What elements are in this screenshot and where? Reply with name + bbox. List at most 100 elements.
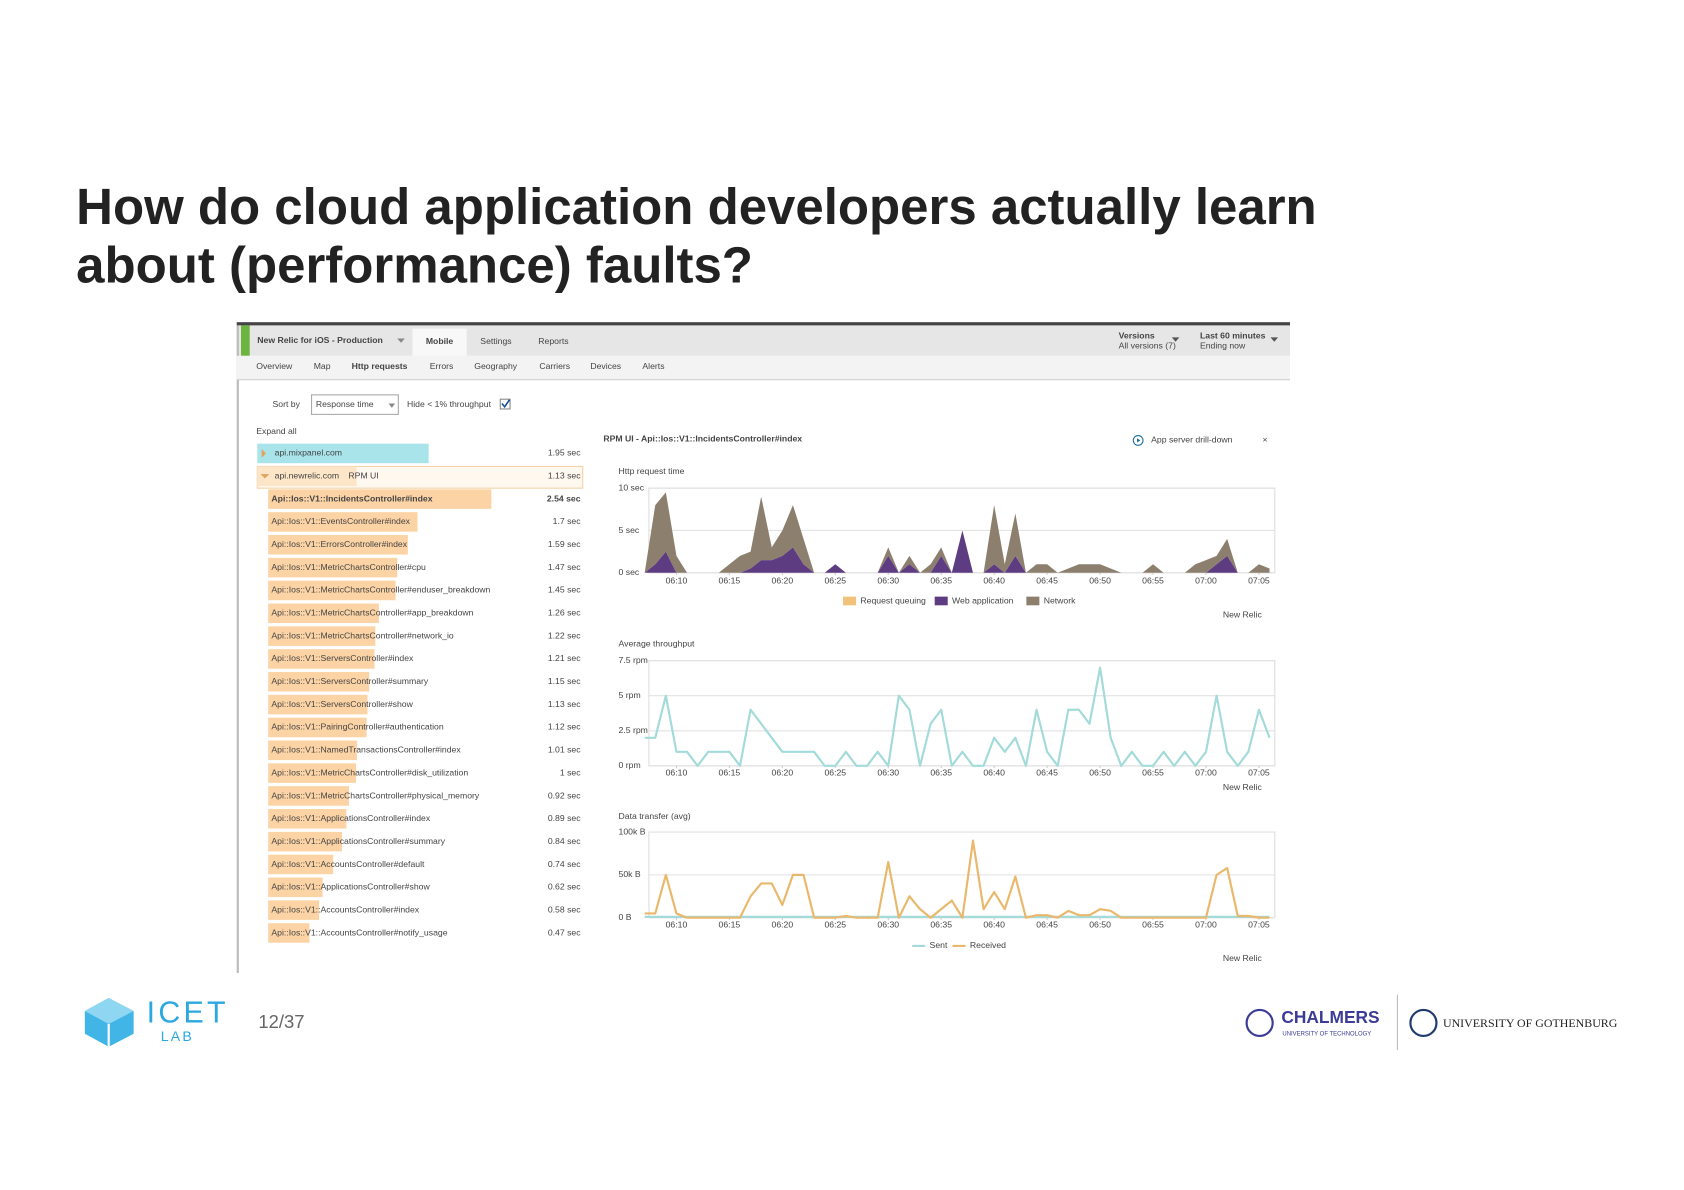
x-tick-label: 06:10: [666, 576, 688, 586]
row-time: 1.22 sec: [548, 630, 581, 640]
x-tick-label: 06:40: [983, 576, 1005, 586]
subnav-item[interactable]: Geography: [474, 361, 518, 371]
time-bar: [268, 672, 370, 692]
tab[interactable]: Mobile: [426, 336, 454, 346]
row-name[interactable]: Api::Ios::V1::MetricChartsController#cpu: [271, 562, 426, 572]
row-name[interactable]: Api::Ios::V1::MetricChartsController#net…: [271, 630, 454, 640]
chart-title: Average throughput: [619, 639, 695, 649]
legend-label: Received: [970, 940, 1006, 950]
row-name[interactable]: Api::Ios::V1::ServersController#index: [271, 653, 414, 663]
drilldown-icon[interactable]: [1132, 434, 1144, 446]
row-name[interactable]: Api::Ios::V1::AccountsController#notify_…: [271, 927, 447, 937]
subnav-item[interactable]: Http requests: [352, 361, 408, 371]
row-name[interactable]: Api::Ios::V1::ServersController#show: [271, 699, 413, 709]
row-name[interactable]: Api::Ios::V1::ApplicationsController#sho…: [271, 882, 430, 892]
row-time: 1.21 sec: [548, 653, 581, 663]
close-button[interactable]: ×: [1263, 435, 1268, 445]
x-tick-label: 06:20: [772, 768, 794, 778]
x-tick-label: 06:20: [772, 920, 794, 930]
subnav-item[interactable]: Devices: [590, 361, 621, 371]
row-time: 1.95 sec: [548, 448, 581, 458]
row-name[interactable]: Api::Ios::V1::MetricChartsController#dis…: [271, 767, 468, 777]
tab[interactable]: Settings: [480, 336, 512, 346]
legend-swatch: [843, 596, 857, 606]
watermark: New Relic: [1223, 953, 1263, 963]
sort-value: Response time: [316, 399, 374, 409]
watermark: New Relic: [1223, 782, 1263, 792]
tab[interactable]: Reports: [538, 336, 569, 346]
subnav-item[interactable]: Carriers: [539, 361, 570, 371]
x-tick-label: 06:50: [1089, 768, 1111, 778]
row-time: 0.92 sec: [548, 790, 581, 800]
active-tab[interactable]: [412, 328, 467, 356]
sort-select[interactable]: [311, 394, 399, 415]
row-time: 1.47 sec: [548, 562, 581, 572]
time-bar: [268, 809, 347, 829]
subnav-item[interactable]: Errors: [430, 361, 454, 371]
row-name[interactable]: Api::Ios::V1::PairingController#authenti…: [271, 722, 443, 732]
row-name[interactable]: Api::Ios::V1::MetricChartsController#app…: [271, 608, 473, 618]
gothenburg-seal: [1409, 1008, 1438, 1038]
row-name[interactable]: Api::Ios::V1::ErrorsController#index: [271, 539, 407, 549]
time-bar: [268, 557, 398, 578]
x-tick-label: 06:10: [666, 920, 688, 930]
row-name[interactable]: Api::Ios::V1::ApplicationsController#ind…: [271, 813, 430, 823]
versions: Versions: [1119, 331, 1155, 341]
frame-left: [236, 325, 239, 974]
row-time: 1.01 sec: [548, 745, 581, 755]
x-tick-label: 07:00: [1195, 576, 1217, 586]
x-tick-label: 06:30: [877, 920, 899, 930]
y-tick-label: 10 sec: [619, 482, 645, 492]
row-time: 1 sec: [560, 767, 581, 777]
expand-all[interactable]: Expand all: [256, 426, 297, 436]
row-name[interactable]: Api::Ios::V1::NamedTransactionsControlle…: [271, 745, 461, 755]
x-tick-label: 06:55: [1142, 576, 1164, 586]
time-bar: [268, 900, 320, 920]
x-tick-label: 06:25: [824, 768, 846, 778]
time-bar: [268, 535, 408, 555]
row-time: 1.15 sec: [548, 676, 581, 686]
x-tick-label: 06:30: [877, 768, 899, 778]
y-tick-label: 0 B: [619, 912, 632, 922]
row-name[interactable]: api.mixpanel.com: [275, 448, 342, 458]
subnav-item[interactable]: Alerts: [642, 361, 665, 371]
row-time: 0.47 sec: [548, 927, 581, 937]
row-time: 1.13 sec: [548, 699, 581, 709]
row-name[interactable]: Api::Ios::V1::EventsController#index: [271, 516, 410, 526]
checkbox[interactable]: [499, 398, 511, 410]
y-tick-label: 0 rpm: [619, 760, 641, 770]
x-tick-label: 07:05: [1248, 576, 1270, 586]
y-tick-label: 50k B: [619, 869, 641, 879]
x-tick-label: 06:55: [1142, 920, 1164, 930]
gothenburg-text: UNIVERSITY OF GOTHENBURG: [1443, 1016, 1618, 1030]
row-name[interactable]: Api::Ios::V1::AccountsController#index: [271, 904, 419, 914]
x-tick-label: 06:40: [983, 768, 1005, 778]
lab-text: LAB: [161, 1028, 194, 1044]
drilldown-link[interactable]: App server drill-down: [1151, 435, 1232, 445]
x-tick-label: 06:10: [666, 768, 688, 778]
row-tag: RPM UI: [348, 471, 378, 481]
row-time: 1.26 sec: [548, 608, 581, 618]
row-time: 0.84 sec: [548, 836, 581, 846]
sort-label: Sort by: [272, 399, 300, 409]
checkmark: [501, 399, 511, 409]
row-name[interactable]: Api::Ios::V1::ServersController#summary: [271, 676, 428, 686]
row-time: 0.74 sec: [548, 859, 581, 869]
dropdown-arrow[interactable]: [397, 338, 405, 343]
row-name[interactable]: Api::Ios::V1::MetricChartsController#end…: [271, 585, 490, 595]
dropdown-arrow[interactable]: [1270, 337, 1279, 342]
row-name[interactable]: api.newrelic.com: [275, 471, 339, 481]
dropdown-arrow[interactable]: [1171, 337, 1180, 342]
line: [644, 839, 1270, 919]
row-time: 1.59 sec: [548, 539, 581, 549]
x-tick-label: 06:15: [719, 768, 741, 778]
row-name[interactable]: Api::Ios::V1::MetricChartsController#phy…: [271, 790, 479, 800]
subnav-item[interactable]: Overview: [256, 361, 293, 371]
drilldown-icon: [1137, 438, 1141, 443]
subnav-item[interactable]: Map: [314, 361, 331, 371]
row-time: 1.7 sec: [553, 516, 582, 526]
row-name[interactable]: Api::Ios::V1::IncidentsController#index: [271, 493, 432, 503]
x-tick-label: 06:50: [1089, 576, 1111, 586]
row-name[interactable]: Api::Ios::V1::AccountsController#default: [271, 859, 425, 869]
row-name[interactable]: Api::Ios::V1::ApplicationsController#sum…: [271, 836, 445, 846]
